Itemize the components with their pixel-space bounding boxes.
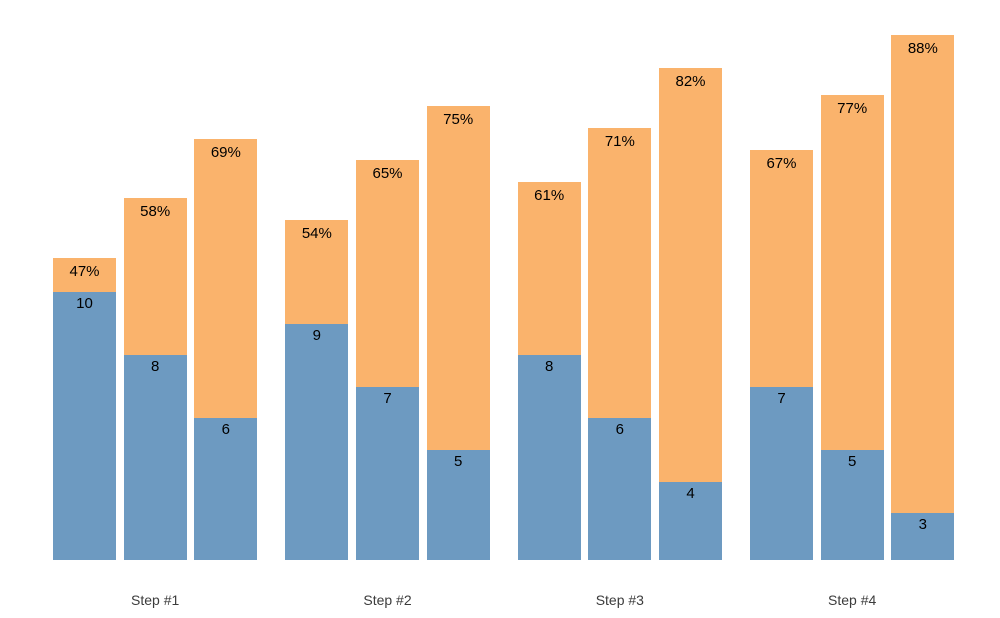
percent-segment: 71% bbox=[588, 127, 652, 419]
count-label: 9 bbox=[312, 326, 321, 344]
count-segment: 10 bbox=[53, 291, 116, 560]
percent-segment: 54% bbox=[285, 220, 349, 324]
count-segment: 7 bbox=[356, 386, 419, 560]
percent-segment: 61% bbox=[517, 182, 581, 356]
percent-label: 88% bbox=[907, 40, 938, 58]
count-segment: 3 bbox=[891, 513, 955, 560]
percent-segment: 77% bbox=[820, 95, 884, 450]
count-label: 8 bbox=[544, 358, 554, 376]
count-segment: 7 bbox=[749, 386, 813, 560]
bar: 58% 8 bbox=[123, 198, 187, 560]
percent-label: 65% bbox=[372, 165, 403, 183]
count-segment: 6 bbox=[588, 418, 652, 560]
category-label: Step #4 bbox=[828, 592, 877, 608]
count-label: 7 bbox=[777, 389, 786, 407]
count-label: 6 bbox=[221, 421, 230, 439]
percent-label: 54% bbox=[301, 225, 332, 243]
bar: 71% 6 bbox=[588, 127, 652, 560]
percent-label: 75% bbox=[443, 111, 474, 128]
percent-label: 58% bbox=[140, 203, 171, 221]
percent-label: 77% bbox=[837, 100, 868, 118]
count-segment: 6 bbox=[194, 418, 258, 560]
count-segment: 5 bbox=[820, 449, 884, 560]
percent-segment: 82% bbox=[659, 67, 722, 482]
bar: 75% 5 bbox=[426, 106, 490, 560]
count-label: 6 bbox=[615, 421, 624, 439]
bar: 77% 5 bbox=[820, 95, 884, 560]
percent-segment: 65% bbox=[356, 160, 419, 387]
bar: 88% 3 bbox=[891, 35, 955, 560]
percent-segment: 67% bbox=[749, 149, 813, 387]
count-label: 10 bbox=[76, 294, 93, 312]
bar: 82% 4 bbox=[659, 67, 722, 560]
percent-label: 67% bbox=[766, 154, 797, 172]
count-label: 8 bbox=[150, 358, 160, 376]
count-label: 7 bbox=[383, 389, 392, 407]
percent-label: 69% bbox=[210, 143, 241, 161]
count-label: 5 bbox=[847, 452, 857, 470]
count-segment: 8 bbox=[123, 355, 187, 560]
category-label: Step #3 bbox=[595, 592, 644, 608]
count-label: 5 bbox=[453, 453, 463, 470]
count-segment: 4 bbox=[659, 481, 722, 560]
category-label: Step #2 bbox=[363, 592, 412, 608]
bar: 65% 7 bbox=[356, 160, 419, 560]
percent-segment: 88% bbox=[891, 35, 955, 514]
count-label: 3 bbox=[918, 516, 927, 534]
category-label: Step #1 bbox=[131, 592, 180, 608]
bar: 67% 7 bbox=[749, 149, 813, 560]
percent-segment: 69% bbox=[194, 138, 258, 419]
bar: 61% 8 bbox=[517, 182, 581, 560]
percent-segment: 58% bbox=[123, 198, 187, 356]
percent-segment: 75% bbox=[426, 106, 490, 450]
percent-label: 61% bbox=[534, 187, 565, 205]
percent-label: 71% bbox=[604, 132, 635, 150]
count-segment: 9 bbox=[285, 323, 349, 560]
count-segment: 5 bbox=[426, 450, 490, 560]
percent-label: 82% bbox=[675, 72, 706, 90]
count-label: 4 bbox=[686, 484, 695, 502]
bar: 69% 6 bbox=[194, 138, 258, 560]
count-segment: 8 bbox=[517, 355, 581, 560]
bar: 54% 9 bbox=[285, 220, 349, 560]
percent-label: 47% bbox=[69, 263, 100, 281]
bar: 47% 10 bbox=[53, 258, 116, 560]
percent-segment: 47% bbox=[53, 258, 116, 292]
